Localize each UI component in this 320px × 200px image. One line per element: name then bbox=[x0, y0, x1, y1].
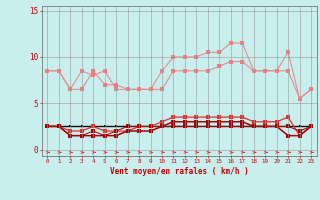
X-axis label: Vent moyen/en rafales ( km/h ): Vent moyen/en rafales ( km/h ) bbox=[110, 167, 249, 176]
